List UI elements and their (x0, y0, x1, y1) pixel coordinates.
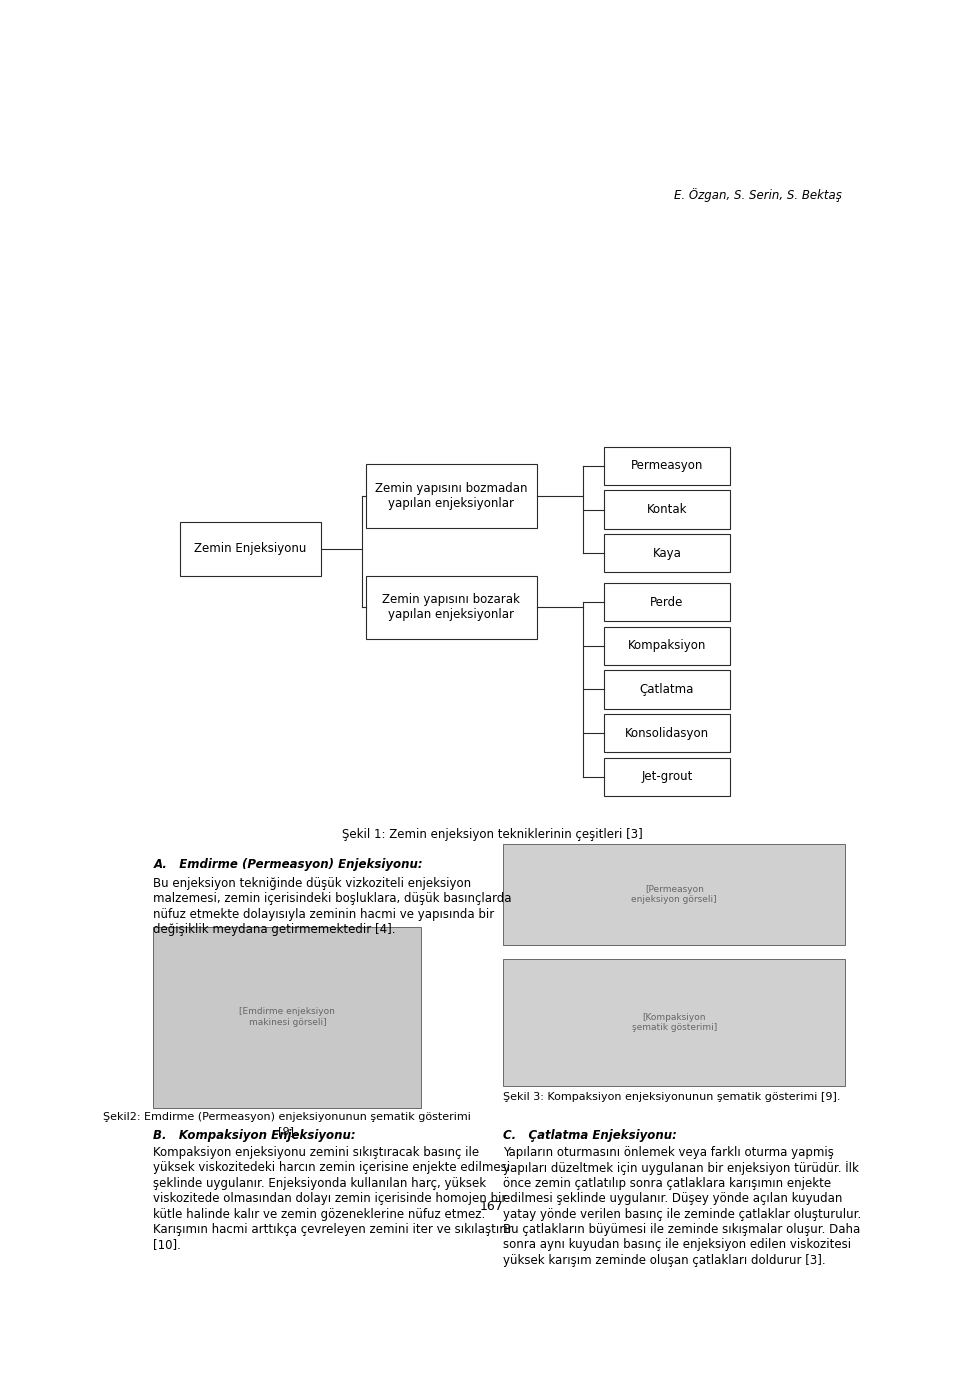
Text: Şekil 3: Kompaksiyon enjeksiyonunun şematik gösterimi [9].: Şekil 3: Kompaksiyon enjeksiyonunun şema… (503, 1092, 841, 1101)
Text: Jet-grout: Jet-grout (641, 770, 692, 784)
Text: yüksek karışım zeminde oluşan çatlakları doldurur [3].: yüksek karışım zeminde oluşan çatlakları… (503, 1253, 826, 1267)
Text: malzemesi, zemin içerisindeki boşluklara, düşük basınçlarda: malzemesi, zemin içerisindeki boşluklara… (154, 893, 512, 905)
Text: nüfuz etmekte dolayısıyla zeminin hacmi ve yapısında bir: nüfuz etmekte dolayısıyla zeminin hacmi … (154, 908, 494, 920)
Text: Zemin yapısını bozarak
yapılan enjeksiyonlar: Zemin yapısını bozarak yapılan enjeksiyo… (382, 593, 520, 622)
Text: Bu çatlakların büyümesi ile zeminde sıkışmalar oluşur. Daha: Bu çatlakların büyümesi ile zeminde sıkı… (503, 1223, 860, 1236)
FancyBboxPatch shape (604, 491, 731, 529)
FancyBboxPatch shape (604, 583, 731, 622)
Text: yüksek viskozitedeki harcın zemin içerisine enjekte edilmesi: yüksek viskozitedeki harcın zemin içeris… (154, 1161, 511, 1175)
Text: [9].: [9]. (277, 1126, 298, 1136)
Text: [Emdirme enjeksiyon
makinesi görseli]: [Emdirme enjeksiyon makinesi görseli] (239, 1007, 335, 1027)
Text: 167: 167 (480, 1200, 504, 1213)
FancyBboxPatch shape (366, 575, 537, 640)
Text: [Kompaksiyon
şematik gösterimi]: [Kompaksiyon şematik gösterimi] (632, 1013, 717, 1032)
Text: yatay yönde verilen basınç ile zeminde çatlaklar oluşturulur.: yatay yönde verilen basınç ile zeminde ç… (503, 1208, 861, 1220)
Text: Konsolidasyon: Konsolidasyon (625, 727, 708, 739)
Text: değişiklik meydana getirmemektedir [4].: değişiklik meydana getirmemektedir [4]. (154, 923, 396, 936)
FancyBboxPatch shape (503, 843, 846, 945)
FancyBboxPatch shape (604, 533, 731, 572)
Text: Kompaksiyon enjeksiyonu zemini sıkıştıracak basınç ile: Kompaksiyon enjeksiyonu zemini sıkıştıra… (154, 1146, 480, 1159)
Text: E. Özgan, S. Serin, S. Bektaş: E. Özgan, S. Serin, S. Bektaş (674, 188, 842, 202)
Text: kütle halinde kalır ve zemin gözeneklerine nüfuz etmez.: kütle halinde kalır ve zemin gözenekleri… (154, 1208, 486, 1220)
FancyBboxPatch shape (604, 757, 731, 796)
FancyBboxPatch shape (366, 464, 537, 528)
Text: C.   Çatlatma Enjeksiyonu:: C. Çatlatma Enjeksiyonu: (503, 1129, 677, 1142)
Text: yapıları düzeltmek için uygulanan bir enjeksiyon türüdür. İlk: yapıları düzeltmek için uygulanan bir en… (503, 1161, 859, 1175)
Text: Kontak: Kontak (647, 503, 687, 515)
Text: edilmesi şeklinde uygulanır. Düşey yönde açılan kuyudan: edilmesi şeklinde uygulanır. Düşey yönde… (503, 1193, 843, 1205)
FancyBboxPatch shape (604, 446, 731, 485)
FancyBboxPatch shape (154, 927, 421, 1107)
Text: Karışımın hacmi arttıkça çevreleyen zemini iter ve sıkılaştırır: Karışımın hacmi arttıkça çevreleyen zemi… (154, 1223, 513, 1236)
Text: şeklinde uygulanır. Enjeksiyonda kullanılan harç, yüksek: şeklinde uygulanır. Enjeksiyonda kullanı… (154, 1177, 487, 1190)
FancyBboxPatch shape (180, 522, 321, 575)
Text: B.   Kompaksiyon Enjeksiyonu:: B. Kompaksiyon Enjeksiyonu: (154, 1129, 356, 1142)
Text: Kaya: Kaya (653, 547, 682, 560)
Text: Yapıların oturmasını önlemek veya farklı oturma yapmiş: Yapıların oturmasını önlemek veya farklı… (503, 1146, 834, 1159)
Text: Çatlatma: Çatlatma (639, 683, 694, 697)
Text: Zemin Enjeksiyonu: Zemin Enjeksiyonu (194, 542, 306, 556)
Text: Zemin yapısını bozmadan
yapılan enjeksiyonlar: Zemin yapısını bozmadan yapılan enjeksiy… (374, 482, 527, 510)
Text: A.   Emdirme (Permeasyon) Enjeksiyonu:: A. Emdirme (Permeasyon) Enjeksiyonu: (154, 857, 423, 871)
Text: [10].: [10]. (154, 1238, 181, 1252)
Text: Perde: Perde (650, 596, 684, 608)
Text: Bu enjeksiyon tekniğinde düşük vizkoziteli enjeksiyon: Bu enjeksiyon tekniğinde düşük vizkozite… (154, 876, 471, 890)
FancyBboxPatch shape (503, 959, 846, 1086)
Text: Permeasyon: Permeasyon (631, 459, 703, 473)
Text: sonra aynı kuyudan basınç ile enjeksiyon edilen viskozitesi: sonra aynı kuyudan basınç ile enjeksiyon… (503, 1238, 852, 1252)
FancyBboxPatch shape (604, 714, 731, 752)
Text: [Permeasyon
enjeksiyon görseli]: [Permeasyon enjeksiyon görseli] (632, 884, 717, 904)
Text: Şekil 1: Zemin enjeksiyon tekniklerinin çeşitleri [3]: Şekil 1: Zemin enjeksiyon tekniklerinin … (342, 828, 642, 840)
Text: Şekil2: Emdirme (Permeasyon) enjeksiyonunun şematik gösterimi: Şekil2: Emdirme (Permeasyon) enjeksiyonu… (104, 1113, 471, 1122)
Text: Kompaksiyon: Kompaksiyon (628, 640, 706, 652)
FancyBboxPatch shape (604, 670, 731, 709)
Text: önce zemin çatlatılıp sonra çatlaklara karışımın enjekte: önce zemin çatlatılıp sonra çatlaklara k… (503, 1177, 831, 1190)
Text: viskozitede olmasından dolayı zemin içerisinde homojen bir: viskozitede olmasından dolayı zemin içer… (154, 1193, 507, 1205)
FancyBboxPatch shape (604, 626, 731, 665)
